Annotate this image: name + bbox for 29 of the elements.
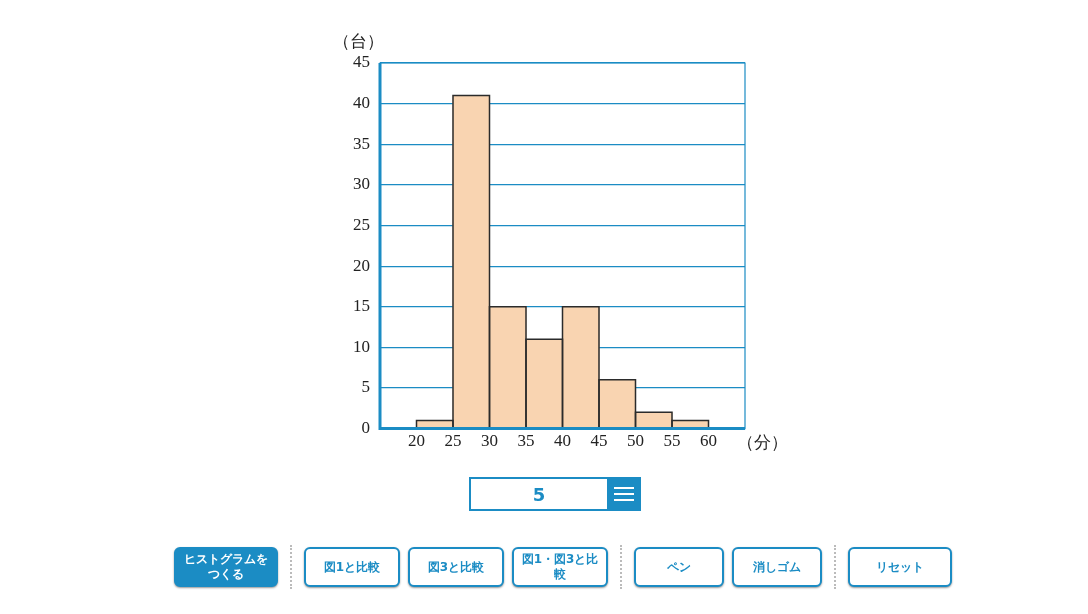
x-tick-label: 35 [517,431,535,451]
x-tick-label: 30 [481,431,498,451]
x-tick-label: 20 [408,431,425,451]
text: ペン [634,547,724,587]
y-tick-label: 45 [353,52,370,72]
y-axis-title: （台） [332,31,384,51]
x-tick-label: 55 [663,431,681,451]
y-tick-label: 15 [353,296,370,316]
text: リセット [848,547,952,587]
y-tick-label: 35 [353,133,370,153]
caption: 図1・図3と比較 [512,547,608,587]
caption: 図1と比較 [304,547,400,587]
y-tick-label: 5 [361,377,370,397]
x-tick-label: 50 [627,431,644,451]
x-tick-label: 60 [700,431,717,451]
text: 消しゴム [732,547,822,587]
x-tick-label: 45 [590,431,608,451]
y-tick-label: 30 [353,174,370,194]
y-tick-label: 40 [353,93,370,113]
x-tick-label: 40 [554,431,571,451]
x-tick-label: 25 [444,431,462,451]
text: ヒストグラムをつくる [174,547,278,587]
y-tick-label: 10 [353,336,370,356]
caption: 図3と比較 [408,547,504,587]
text: 5 [469,477,607,511]
y-tick-label: 25 [353,214,370,234]
y-tick-label: 20 [353,255,370,275]
y-tick-label: 0 [361,418,370,438]
x-axis-title: （分） [737,432,788,452]
